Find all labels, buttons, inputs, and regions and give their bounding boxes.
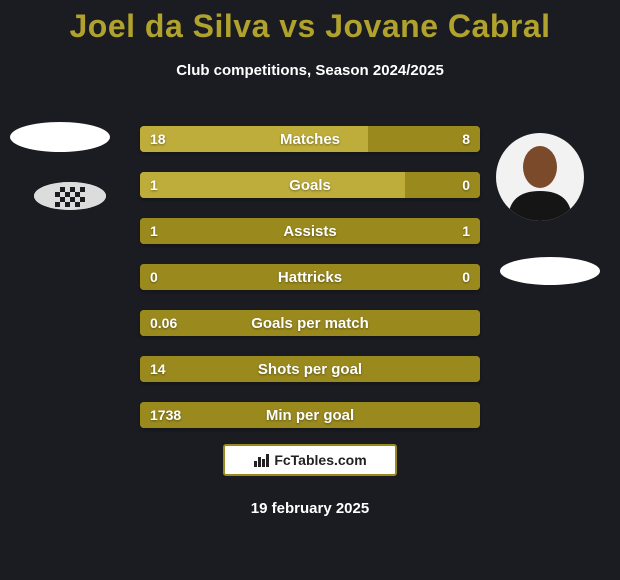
subtitle: Club competitions, Season 2024/2025 — [0, 62, 620, 79]
stat-row: Goals per match0.06 — [140, 310, 480, 336]
title-player1: Joel da Silva — [69, 8, 269, 44]
player1-placeholder-ellipse — [10, 122, 110, 152]
site-label: FcTables.com — [274, 452, 366, 468]
stat-bar-left — [140, 172, 405, 198]
stat-bar-right — [310, 264, 480, 290]
stat-bar-left — [140, 356, 480, 382]
stat-row: Assists11 — [140, 218, 480, 244]
stat-row: Shots per goal14 — [140, 356, 480, 382]
stat-row: Matches188 — [140, 126, 480, 152]
stat-bar-left — [140, 264, 310, 290]
title-vs: vs — [279, 8, 316, 44]
site-badge: FcTables.com — [223, 444, 397, 476]
comparison-bars: Matches188 Goals10 Assists11 Hattricks00 Goa… — [140, 126, 480, 448]
player2-photo — [496, 133, 584, 221]
stat-row: Goals10 — [140, 172, 480, 198]
stat-row: Hattricks00 — [140, 264, 480, 290]
stat-bar-left — [140, 218, 310, 244]
stat-bar-right — [368, 126, 480, 152]
stat-row: Min per goal1738 — [140, 402, 480, 428]
stat-bar-right — [405, 172, 480, 198]
footer-date: 19 february 2025 — [0, 500, 620, 517]
player1-club-badge — [34, 182, 106, 210]
player2-photo-svg — [496, 133, 584, 221]
stat-bar-left — [140, 126, 368, 152]
title-player2: Jovane Cabral — [325, 8, 550, 44]
page-title: Joel da Silva vs Jovane Cabral — [0, 8, 620, 45]
chart-icon — [253, 452, 269, 468]
stat-bar-left — [140, 402, 480, 428]
player2-club-placeholder-ellipse — [500, 257, 600, 285]
club-badge-icon — [34, 182, 106, 210]
stat-bar-left — [140, 310, 480, 336]
stat-bar-right — [310, 218, 480, 244]
